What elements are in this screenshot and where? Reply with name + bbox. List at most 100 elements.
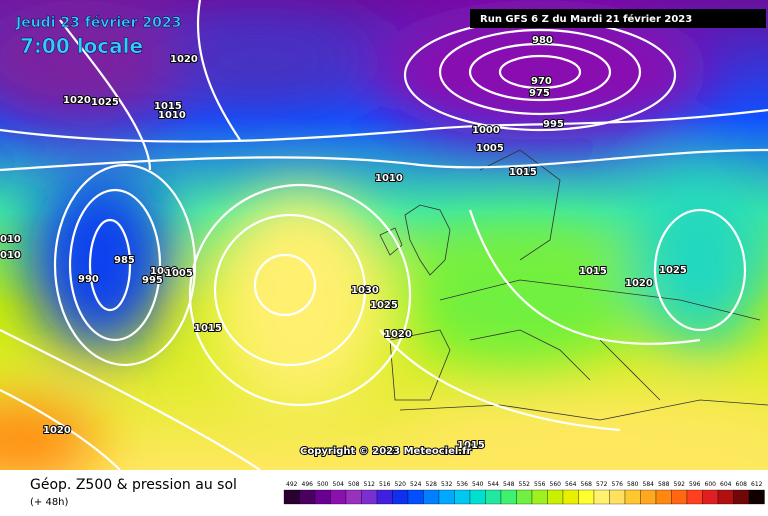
isobar-label: 010: [0, 250, 21, 261]
isobar-label: 1020: [63, 95, 91, 106]
date: Jeudi 23 février 2023: [15, 15, 181, 31]
scale-swatch: [609, 489, 626, 505]
scale-swatch: [407, 489, 424, 505]
isobar-label: 1005: [165, 268, 193, 279]
scale-swatch: [376, 489, 393, 505]
scale-label: 492: [286, 481, 298, 488]
scale-label: 512: [364, 481, 376, 488]
scale-swatch: [283, 489, 300, 505]
scale-swatch: [454, 489, 471, 505]
scale-swatch: [531, 489, 548, 505]
run-box: [470, 9, 766, 28]
isobar-label: 1020: [43, 425, 71, 436]
scale-label: 556: [534, 481, 546, 488]
isobar-label: 1025: [91, 97, 119, 108]
scale-swatch: [516, 489, 533, 505]
scale-swatch: [392, 489, 409, 505]
scale-swatch: [671, 489, 688, 505]
isobar-label: 1020: [170, 54, 198, 65]
scale-swatch: [547, 489, 564, 505]
scale-label: 516: [379, 481, 391, 488]
scale-label: 504: [333, 481, 345, 488]
scale-label: 608: [736, 481, 748, 488]
scale-swatch: [314, 489, 331, 505]
scale-label: 548: [503, 481, 515, 488]
scale-swatch: [361, 489, 378, 505]
isobar-labels: 1020 1020 1025 1015 1010 980 970 975 995…: [0, 34, 688, 452]
scale-swatch: [485, 489, 502, 505]
scale-label: 528: [426, 481, 438, 488]
isobar-label: 1000: [150, 266, 178, 277]
scale-label: 564: [565, 481, 577, 488]
scale-swatch: [640, 489, 657, 505]
scale-swatch: [438, 489, 455, 505]
run-info: Run GFS 6 Z du Mardi 21 février 2023: [480, 13, 692, 25]
scale-swatch: [748, 489, 765, 505]
scale-swatch: [624, 489, 641, 505]
scale-label: 560: [550, 481, 562, 488]
isobar-label: 1015: [194, 323, 222, 334]
scale-label: 576: [612, 481, 624, 488]
scale-label: 572: [596, 481, 608, 488]
isobar-label: 1020: [625, 278, 653, 289]
scale-swatch: [469, 489, 486, 505]
scale-label: 508: [348, 481, 360, 488]
footer-subtitle: (+ 48h): [30, 497, 69, 508]
scale-swatch: [702, 489, 719, 505]
isobar-label: 995: [142, 275, 163, 286]
scale-label: 592: [674, 481, 686, 488]
scale-label: 536: [457, 481, 469, 488]
color-scale: 492 496 500 504 508 512 516 520 524 528 532 536 540 5…: [283, 481, 765, 505]
isobar-label: 1015: [154, 101, 182, 112]
isobar-label: 1010: [375, 173, 403, 184]
scale-label: 496: [302, 481, 314, 488]
scale-swatch: [330, 489, 347, 505]
isobar-label: 985: [114, 255, 135, 266]
isobar-label: 1025: [659, 265, 687, 276]
scale-label: 540: [472, 481, 484, 488]
isobar-label: 1000: [472, 125, 500, 136]
scale-label: 544: [488, 481, 500, 488]
scale-label: 552: [519, 481, 531, 488]
isobar-label: 975: [529, 88, 550, 99]
scale-label: 500: [317, 481, 329, 488]
isobars: [0, 0, 768, 470]
scale-swatch: [500, 489, 517, 505]
footer-title: Géop. Z500 & pression au sol: [30, 477, 237, 493]
scale-swatch: [345, 489, 362, 505]
scale-swatch: [299, 489, 316, 505]
isobar-label: 1015: [457, 440, 485, 451]
scale-label: 568: [581, 481, 593, 488]
scale-swatch: [562, 489, 579, 505]
scale-label: 524: [410, 481, 422, 488]
scale-label: 612: [751, 481, 763, 488]
scale-label: 580: [627, 481, 639, 488]
isobar-label: 970: [531, 76, 552, 87]
scale-label: 520: [395, 481, 407, 488]
isobar-label: 995: [543, 119, 564, 130]
scale-swatch: [686, 489, 703, 505]
scale-label: 600: [705, 481, 717, 488]
field: [0, 0, 768, 480]
scale-label: 596: [689, 481, 701, 488]
isobar-label: 1010: [158, 110, 186, 121]
isobar-label: 1020: [384, 329, 412, 340]
isobar-label: 1005: [476, 143, 504, 154]
scale-label: 584: [643, 481, 655, 488]
isobar-label: 1025: [370, 300, 398, 311]
scale-label: 588: [658, 481, 670, 488]
isobar-label: 010: [0, 234, 21, 245]
scale-swatch: [717, 489, 734, 505]
scale-swatch: [733, 489, 750, 505]
scale-label: 532: [441, 481, 453, 488]
scale-swatch: [423, 489, 440, 505]
copyright: Copyright © 2023 Meteociel.fr: [300, 446, 471, 457]
scale-label: 604: [720, 481, 732, 488]
local-time: 7:00 locale: [20, 34, 143, 58]
isobar-label: 1015: [509, 167, 537, 178]
isobar-label: 1015: [579, 266, 607, 277]
scale-swatch: [593, 489, 610, 505]
isobar-label: 990: [78, 274, 99, 285]
scale-swatch: [655, 489, 672, 505]
